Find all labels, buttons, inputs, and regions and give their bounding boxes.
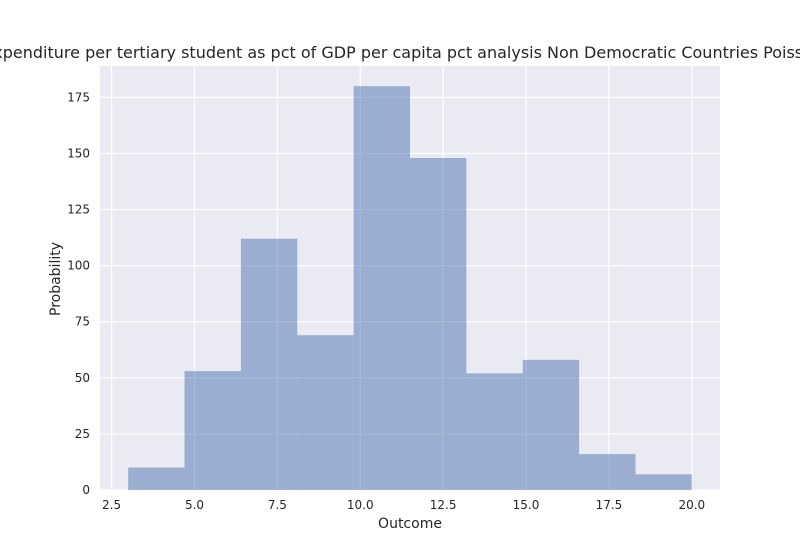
y-tick-label: 150 [67, 146, 90, 160]
histogram-bar [410, 157, 467, 491]
histogram-bar [466, 373, 523, 490]
chart-title: nt expenditure per tertiary student as p… [0, 43, 800, 62]
x-tick-label: 15.0 [513, 498, 540, 512]
y-tick-label: 125 [67, 203, 90, 217]
x-axis-ticks: 2.5 5.0 7.5 10.0 12.5 15.0 17.5 20.0 [102, 498, 705, 512]
histogram-bar [128, 467, 185, 490]
histogram-bar [353, 86, 410, 490]
histogram-bar [522, 359, 580, 490]
y-tick-label: 25 [75, 427, 90, 441]
y-tick-label: 0 [82, 483, 90, 497]
y-axis-ticks: 0 25 50 75 100 125 150 175 [67, 90, 90, 497]
histogram-bar [579, 454, 636, 490]
y-tick-label: 50 [75, 371, 90, 385]
y-tick-label: 175 [67, 90, 90, 104]
x-tick-label: 12.5 [430, 498, 457, 512]
histogram-bar [184, 371, 241, 490]
x-tick-label: 2.5 [102, 498, 121, 512]
x-tick-label: 20.0 [678, 498, 705, 512]
y-axis-label: Probability [48, 242, 64, 316]
x-tick-label: 17.5 [596, 498, 623, 512]
histogram-bar [635, 474, 692, 490]
histogram-bars [128, 86, 692, 491]
y-tick-label: 100 [67, 259, 90, 273]
y-tick-label: 75 [75, 315, 90, 329]
x-tick-label: 5.0 [185, 498, 204, 512]
x-tick-label: 10.0 [347, 498, 374, 512]
histogram-bar [297, 335, 354, 490]
x-tick-label: 7.5 [268, 498, 287, 512]
x-axis-label: Outcome [378, 516, 442, 532]
histogram-bar [240, 238, 298, 490]
